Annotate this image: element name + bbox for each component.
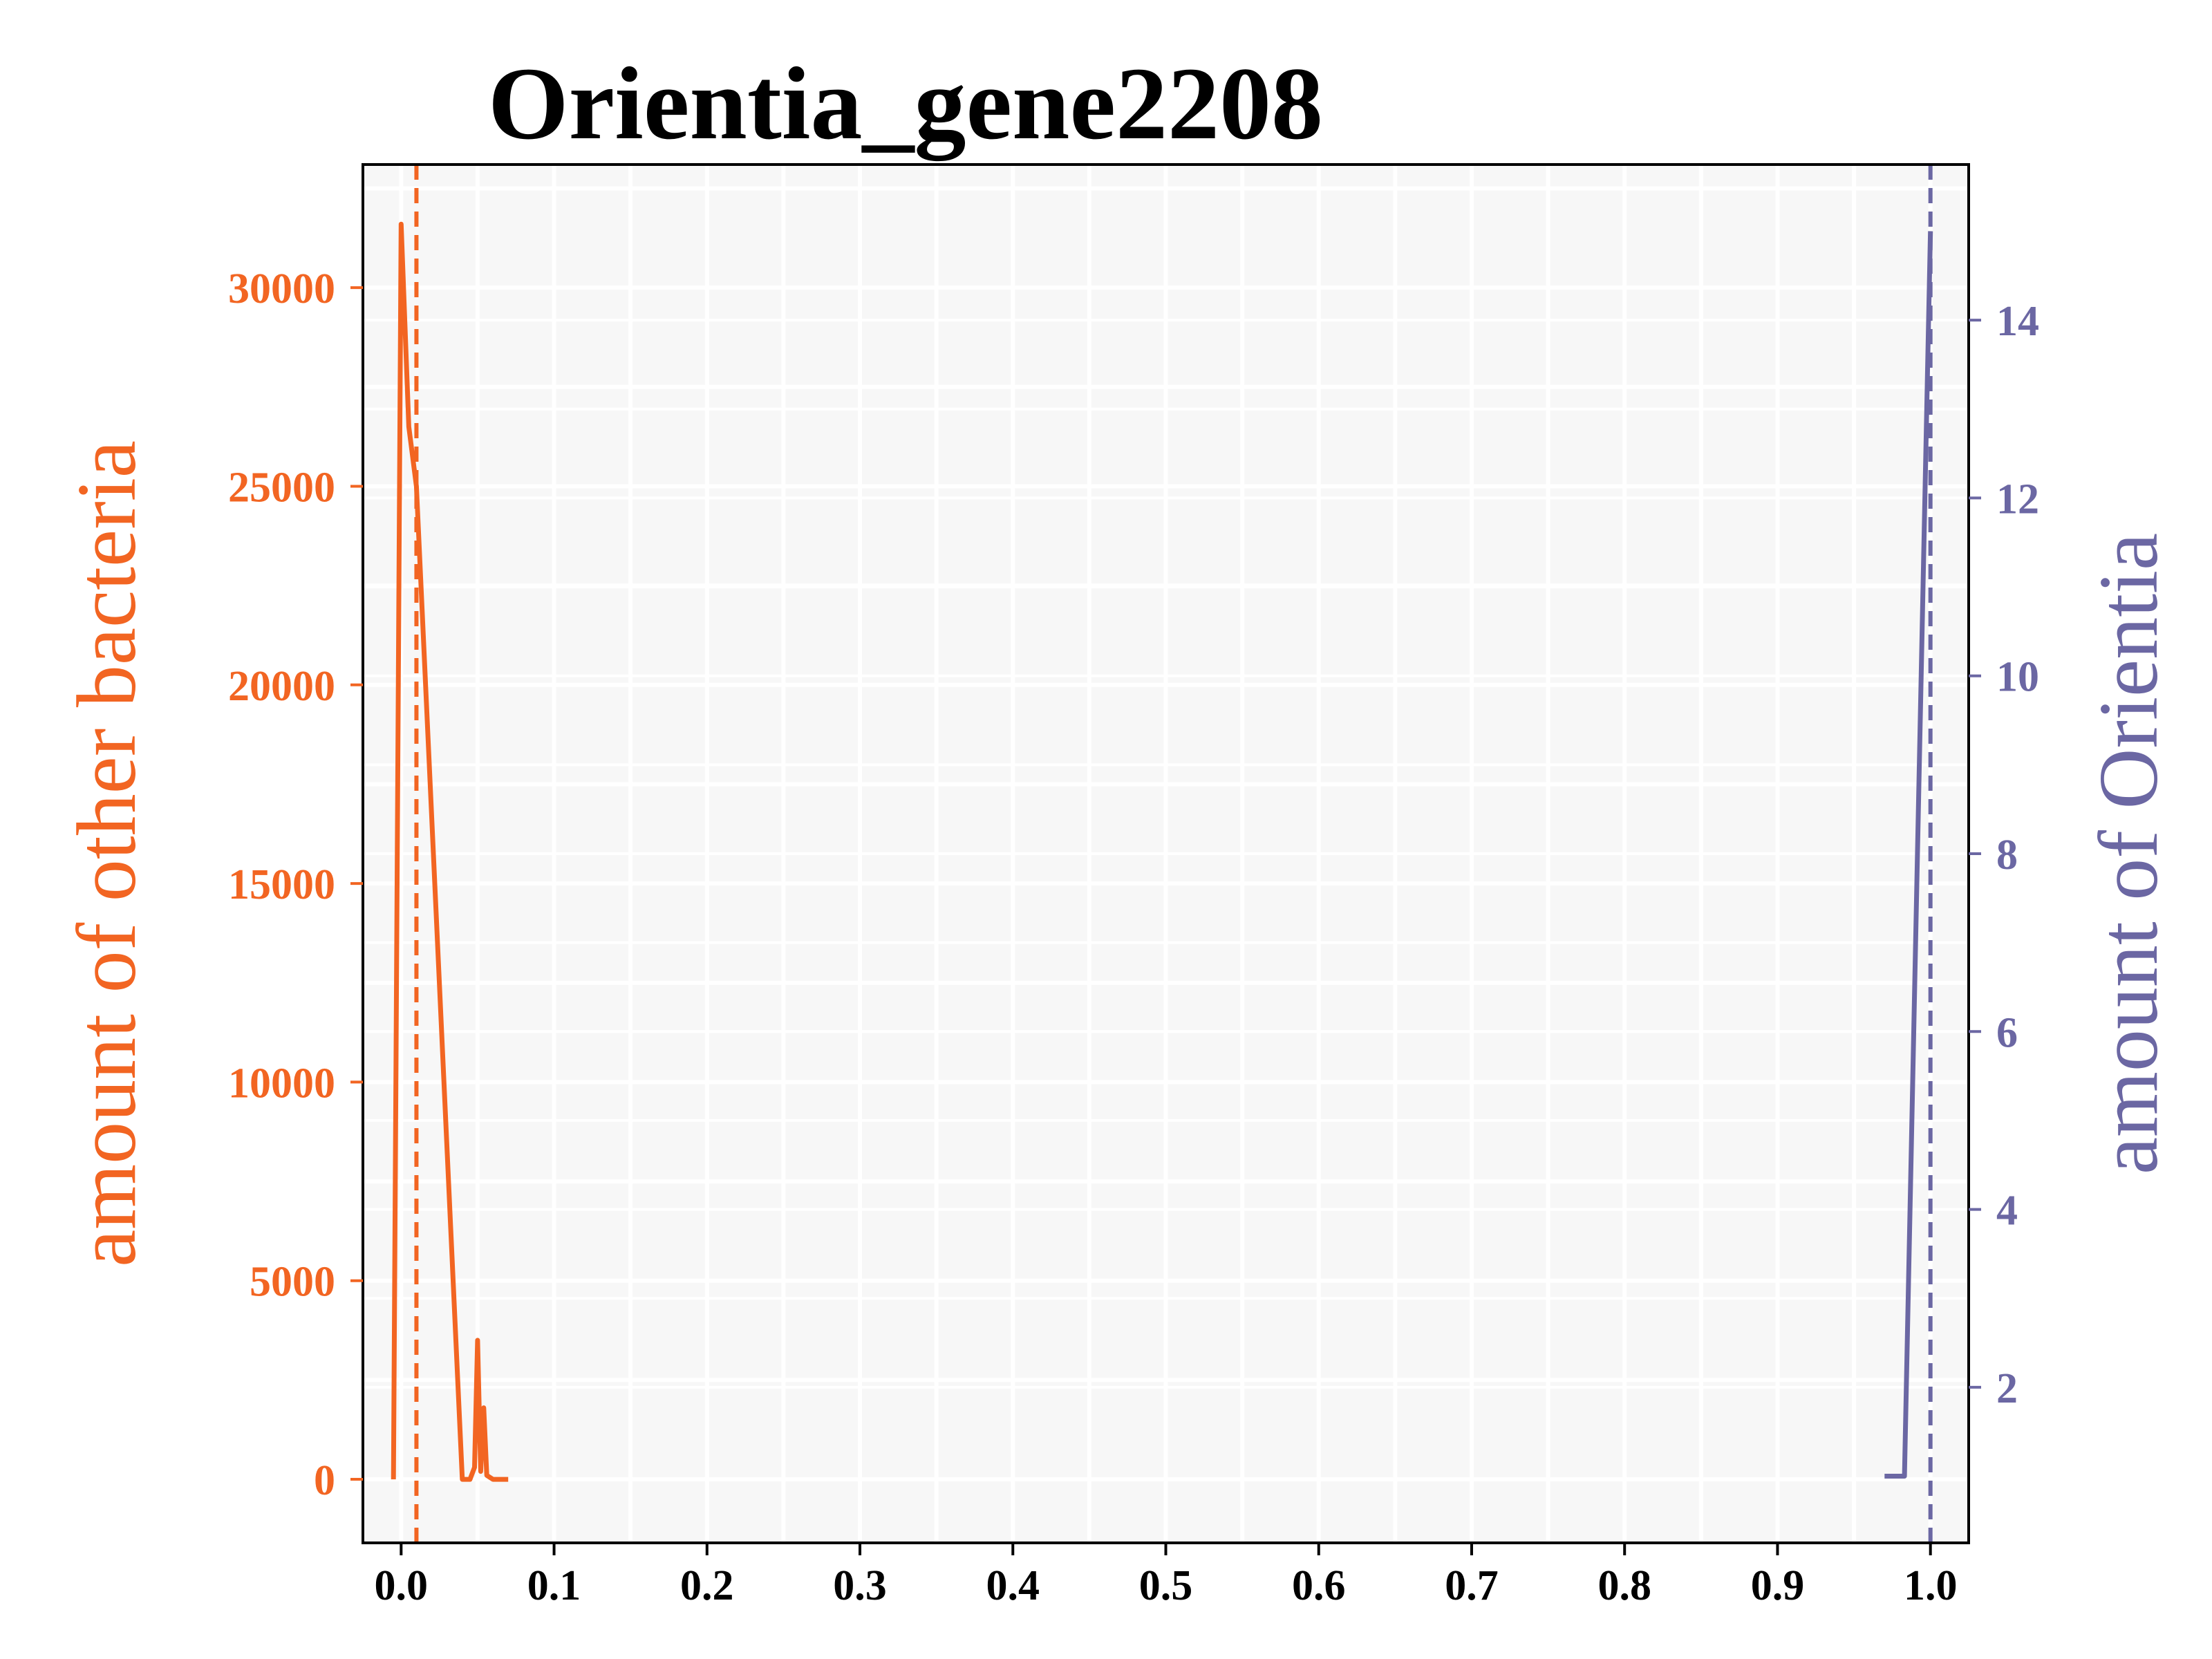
y-left-tick-label: 15000 [228, 861, 335, 908]
y-left-tick-label: 10000 [228, 1060, 335, 1107]
y-axis-left: 0 5000 10000 15000 20000 25000 30000 [228, 265, 363, 1504]
y-right-tick-label: 6 [1996, 1009, 2018, 1056]
y-left-tick-label: 30000 [228, 265, 335, 312]
x-tick-label: 0.9 [1751, 1562, 1805, 1609]
x-tick-label: 0.4 [986, 1562, 1040, 1609]
y-right-tick-label: 2 [1996, 1365, 2018, 1412]
x-tick-label: 0.6 [1292, 1562, 1346, 1609]
y-right-tick-label: 4 [1996, 1188, 2018, 1235]
series-lines [391, 221, 1933, 1482]
x-tick-label: 0.8 [1597, 1562, 1651, 1609]
x-tick-label: 0.3 [833, 1562, 887, 1609]
x-tick-label: 1.0 [1904, 1562, 1958, 1609]
y-right-tick-label: 12 [1996, 476, 2039, 523]
y-right-tick-label: 10 [1996, 654, 2039, 701]
y-left-tick-label: 25000 [228, 464, 335, 511]
x-tick-label: 0.2 [680, 1562, 734, 1609]
y-right-tick-label: 14 [1996, 298, 2039, 345]
y-axis-right-label: amount of Orientia [2082, 533, 2175, 1174]
x-tick-label: 0.7 [1445, 1562, 1499, 1609]
series-line-right [1884, 231, 1933, 1479]
grid [363, 165, 1969, 1543]
chart-title: Orientia_gene2208 [488, 46, 1323, 161]
x-tick-label: 0.5 [1139, 1562, 1193, 1609]
x-tick-label: 0.0 [375, 1562, 429, 1609]
reference-lines [414, 165, 1933, 1543]
x-axis: 0.0 0.1 0.2 0.3 0.4 0.5 0.6 0.7 0.8 0.9 1.0 [375, 1543, 1958, 1609]
series-line-left [391, 221, 509, 1482]
y-left-tick-label: 5000 [250, 1259, 335, 1306]
y-right-tick-label: 8 [1996, 832, 2018, 879]
y-axis-right: 2 4 6 8 10 12 14 [1969, 298, 2039, 1412]
y-left-tick-label: 20000 [228, 663, 335, 710]
x-tick-label: 0.1 [527, 1562, 581, 1609]
y-axis-left-label: amount of other bacteria [60, 440, 153, 1267]
y-left-tick-label: 0 [314, 1457, 335, 1504]
